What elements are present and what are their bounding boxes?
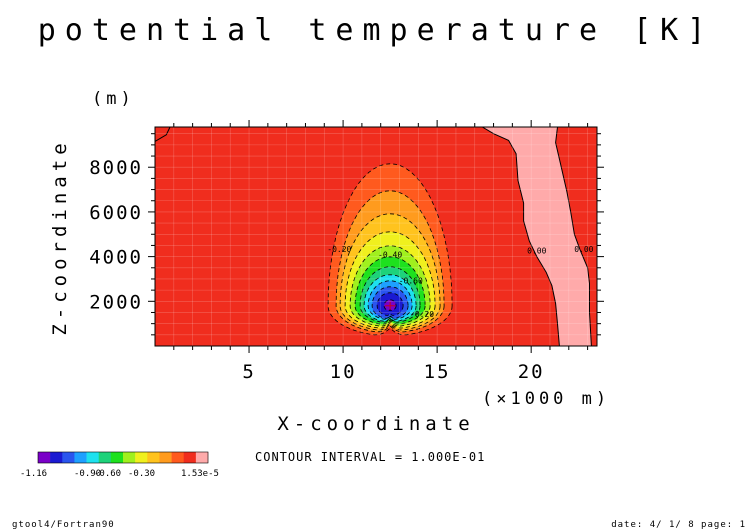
colorbar-swatch <box>195 452 209 463</box>
contour-label: -0.20 <box>327 245 351 254</box>
zero-contour <box>555 127 592 346</box>
colorbar-tick-label: 1.53e-5 <box>181 469 219 479</box>
colorbar-tick-label: -0.90 <box>74 469 101 479</box>
negative-contour <box>376 292 404 316</box>
colorbar-swatch <box>86 452 100 463</box>
y-tick-label: 4000 <box>89 247 143 269</box>
colorbar-tick-label: -1.16 <box>20 469 47 479</box>
footer-left: gtool4/Fortran90 <box>12 520 115 530</box>
contour-lines <box>155 127 597 346</box>
colorbar-swatch <box>159 452 172 463</box>
negative-contour <box>349 245 431 327</box>
x-axis: 5 10 15 20 <box>173 120 589 383</box>
colorbar-swatch <box>135 452 148 463</box>
y-unit-label: (m) <box>92 89 135 109</box>
y-axis: 2000 4000 6000 8000 <box>89 133 604 336</box>
colorbar-swatch <box>50 452 63 463</box>
footer-right: date: 4/ 1/ 8 page: 1 <box>611 520 746 530</box>
y-tick-label: 2000 <box>89 291 143 313</box>
colorbar-swatch <box>62 452 75 463</box>
colorbar-swatch <box>183 452 197 463</box>
colorbar-swatch <box>147 452 160 463</box>
zero-contour <box>482 127 560 346</box>
negative-contour <box>359 266 421 323</box>
negative-contour <box>335 190 445 333</box>
contour-label: 0.00 <box>527 246 546 255</box>
contour-label: 0.00 <box>574 245 593 254</box>
negative-contour <box>327 163 453 336</box>
negative-contour <box>383 299 397 312</box>
colorbar <box>37 451 209 464</box>
y-tick-label: 6000 <box>89 202 143 224</box>
colorbar-swatch <box>38 452 51 463</box>
colorbar-swatch <box>110 452 124 463</box>
colorbar-frame <box>37 451 209 464</box>
negative-contour <box>363 274 417 322</box>
contour-labels: -0.20 -0.40 -0.60 -0.20 0.00 0.00 <box>327 245 593 319</box>
plot-frame <box>154 126 598 347</box>
colorbar-tick-label: -0.60 <box>94 469 121 479</box>
contour-label: -0.20 <box>410 310 434 319</box>
x-unit-label: (×1000 m) <box>482 389 610 409</box>
colorbar-swatch <box>171 452 185 463</box>
x-tick-label: 20 <box>518 361 545 383</box>
colorbar-swatch <box>74 452 87 463</box>
negative-contour <box>344 231 436 329</box>
chart-title: potential temperature [K] <box>38 13 715 48</box>
colorbar-labels: -1.16 -0.90-0.60 -0.30 1.53e-5 <box>20 469 219 479</box>
colorbar-swatch <box>98 452 112 463</box>
y-tick-label: 8000 <box>89 157 143 179</box>
colorbar-tick-label: -0.30 <box>128 469 155 479</box>
x-tick-label: 15 <box>424 361 451 383</box>
colorbar-swatch <box>123 452 136 463</box>
contour-label: -0.40 <box>378 251 402 260</box>
x-tick-label: 10 <box>330 361 357 383</box>
contour-label: -0.60 <box>399 276 423 285</box>
negative-contour <box>371 286 409 319</box>
x-axis-label: X-coordinate <box>277 413 474 435</box>
negative-contour <box>339 213 441 331</box>
plot-area <box>155 127 597 346</box>
x-tick-label: 5 <box>242 361 255 383</box>
zero-contour <box>155 127 171 142</box>
contour-interval-note: CONTOUR INTERVAL = 1.000E-01 <box>255 450 485 464</box>
negative-contour <box>367 280 413 320</box>
y-axis-label: Z-coordinate <box>49 138 71 335</box>
